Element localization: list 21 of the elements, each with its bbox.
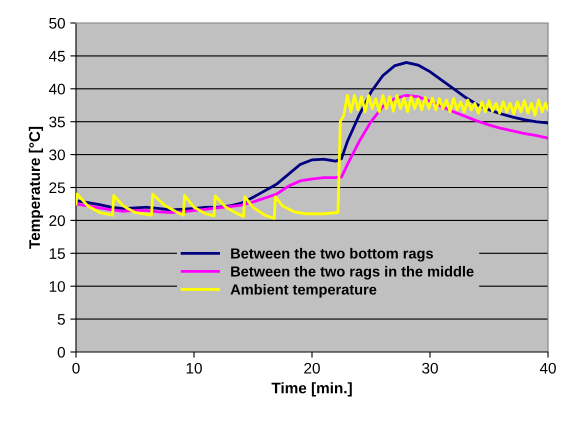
legend-label: Between the two rags in the middle (231, 266, 474, 280)
y-tick-label: 15 (50, 248, 65, 259)
y-axis-title: Temperature [°C] (28, 126, 44, 249)
x-tick-label: 30 (422, 362, 438, 374)
y-tick-label: 0 (58, 346, 65, 358)
legend-label: Between the two bottom rags (231, 248, 433, 262)
x-tick-label: 40 (540, 362, 556, 374)
x-axis-title: Time [min.] (272, 382, 352, 396)
legend-label: Ambient temperature (230, 284, 376, 298)
y-tick-label: 50 (49, 18, 65, 29)
x-tick-label: 20 (304, 362, 320, 374)
y-tick-label: 25 (49, 182, 65, 194)
y-tick-label: 10 (50, 281, 65, 292)
y-tick-label: 45 (48, 50, 65, 62)
x-tick-label: 10 (186, 362, 202, 374)
y-tick-label: 40 (48, 84, 65, 94)
y-tick-label: 5 (58, 314, 65, 325)
y-tick-label: 30 (49, 149, 65, 160)
x-tick-label: 0 (72, 362, 80, 374)
y-tick-label: 35 (49, 116, 65, 128)
y-tick-label: 20 (49, 215, 65, 226)
